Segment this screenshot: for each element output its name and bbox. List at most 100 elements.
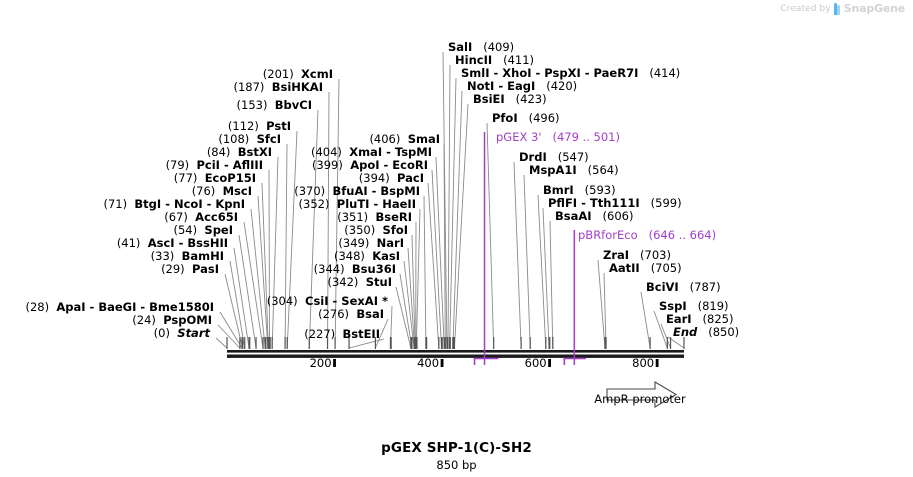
- enzyme-name[interactable]: PaeR7I: [593, 66, 639, 80]
- enzyme-name[interactable]: BbvCI: [274, 98, 312, 112]
- restriction-site-label: (227) BstEII: [304, 328, 380, 340]
- enzyme-name[interactable]: DrdI: [519, 150, 547, 164]
- enzyme-name[interactable]: NcoI: [173, 197, 203, 211]
- site-position: (71): [103, 197, 128, 211]
- enzyme-name[interactable]: XhoI: [502, 66, 532, 80]
- leader-line: [389, 305, 393, 349]
- enzyme-name[interactable]: SfoI: [382, 223, 408, 237]
- site-position: (420): [546, 79, 578, 93]
- enzyme-name[interactable]: BspMI: [380, 184, 420, 198]
- enzyme-name[interactable]: AscI: [147, 236, 175, 250]
- restriction-site-tick: [413, 337, 415, 349]
- ruler-tick: [440, 359, 444, 367]
- enzyme-name[interactable]: Acc65I: [195, 210, 238, 224]
- enzyme-name[interactable]: BmrI: [543, 183, 574, 197]
- enzyme-name[interactable]: SfcI: [256, 132, 281, 146]
- enzyme-name[interactable]: SspI: [659, 299, 687, 313]
- enzyme-name[interactable]: Bme1580I: [149, 300, 214, 314]
- enzyme-name[interactable]: End: [673, 325, 698, 339]
- feature-label[interactable]: pGEX 3' (479 .. 501): [496, 131, 620, 143]
- site-enzyme-names: StuI: [366, 275, 392, 289]
- enzyme-name[interactable]: MscI: [222, 184, 252, 198]
- restriction-site-tick: [425, 337, 428, 349]
- enzyme-name[interactable]: StuI: [365, 275, 392, 289]
- site-enzyme-names: XcmI: [301, 67, 333, 81]
- enzyme-name[interactable]: ApaI: [56, 300, 86, 314]
- name-separator: -: [328, 294, 342, 308]
- enzyme-name[interactable]: EcoP15I: [204, 171, 256, 185]
- enzyme-name[interactable]: MspA1I: [529, 163, 577, 177]
- restriction-site-label: (33) BamHI: [151, 250, 224, 262]
- enzyme-name[interactable]: BciVI: [646, 280, 679, 294]
- enzyme-name[interactable]: PspOMI: [163, 313, 212, 327]
- enzyme-name[interactable]: HincII: [455, 53, 493, 67]
- enzyme-name[interactable]: SexAI *: [341, 294, 388, 308]
- watermark-brand: SnapGene: [843, 2, 905, 15]
- site-position: (496): [528, 111, 560, 125]
- enzyme-name[interactable]: KasI: [372, 249, 400, 263]
- enzyme-name[interactable]: SmlI: [461, 66, 490, 80]
- name-separator: -: [379, 158, 393, 172]
- enzyme-name[interactable]: EagI: [507, 79, 536, 93]
- feature-label[interactable]: pBRforEco (646 .. 664): [578, 229, 716, 241]
- site-position: (703): [640, 248, 671, 262]
- enzyme-name[interactable]: Start: [177, 326, 210, 340]
- enzyme-name[interactable]: PstI: [266, 119, 291, 133]
- site-enzyme-names: KasI: [372, 249, 400, 263]
- enzyme-name[interactable]: BtgI: [134, 197, 162, 211]
- leader-line: [399, 273, 413, 349]
- enzyme-name[interactable]: EarI: [666, 312, 692, 326]
- leader-line: [443, 143, 446, 349]
- enzyme-name[interactable]: PflFI: [548, 196, 578, 210]
- enzyme-name[interactable]: NotI: [467, 79, 495, 93]
- site-enzyme-names: SmaI: [408, 132, 440, 146]
- enzyme-name[interactable]: BssHII: [187, 236, 228, 250]
- enzyme-name[interactable]: BseRI: [375, 210, 412, 224]
- restriction-site-label: (399) ApoI - EcoRI: [312, 159, 428, 171]
- restriction-site-tick: [411, 337, 413, 349]
- restriction-site-label: (406) SmaI: [369, 133, 440, 145]
- enzyme-name[interactable]: KpnI: [215, 197, 245, 211]
- enzyme-name[interactable]: CsiI: [305, 294, 329, 308]
- enzyme-name[interactable]: ApoI: [350, 158, 380, 172]
- restriction-site-label: (276) BsaI: [318, 308, 384, 320]
- restriction-site-label: (352) PluTI - HaeII: [299, 198, 416, 210]
- enzyme-name[interactable]: BfuAI: [332, 184, 368, 198]
- enzyme-name[interactable]: EcoRI: [392, 158, 428, 172]
- restriction-site-label: (24) PspOMI: [132, 314, 212, 326]
- enzyme-name[interactable]: XmaI: [349, 145, 383, 159]
- enzyme-name[interactable]: BsiEI: [473, 92, 505, 106]
- restriction-site-label: (201) XcmI: [263, 68, 333, 80]
- leader-line: [452, 90, 463, 349]
- enzyme-name[interactable]: SmaI: [407, 132, 440, 146]
- enzyme-name[interactable]: PciI: [196, 158, 220, 172]
- enzyme-name[interactable]: PasI: [191, 262, 219, 276]
- enzyme-name[interactable]: BsiHKAI: [271, 80, 323, 94]
- enzyme-name[interactable]: PspXI: [544, 66, 581, 80]
- enzyme-name[interactable]: XcmI: [301, 67, 333, 81]
- enzyme-name[interactable]: SpeI: [204, 223, 233, 237]
- enzyme-name[interactable]: PluTI: [336, 197, 370, 211]
- enzyme-name[interactable]: BstXI: [237, 145, 272, 159]
- restriction-site-label: (84) BstXI: [207, 146, 272, 158]
- enzyme-name[interactable]: SalI: [448, 40, 473, 54]
- enzyme-name[interactable]: Bsu36I: [351, 262, 396, 276]
- enzyme-name[interactable]: BsaAI: [555, 209, 592, 223]
- enzyme-name[interactable]: HaeII: [382, 197, 416, 211]
- enzyme-name[interactable]: PfoI: [492, 111, 518, 125]
- enzyme-name[interactable]: AatII: [609, 261, 640, 275]
- name-separator: -: [489, 66, 503, 80]
- enzyme-name[interactable]: BstEII: [342, 327, 380, 341]
- enzyme-name[interactable]: ZraI: [603, 248, 630, 262]
- enzyme-name[interactable]: TspMI: [394, 145, 432, 159]
- enzyme-name[interactable]: PacI: [397, 171, 424, 185]
- enzyme-name[interactable]: AflIII: [232, 158, 263, 172]
- feature-name: pBRforEco: [578, 228, 638, 242]
- enzyme-name[interactable]: BaeGI: [98, 300, 137, 314]
- restriction-site-label: (348) KasI: [334, 250, 400, 262]
- enzyme-name[interactable]: BamHI: [181, 249, 224, 263]
- site-enzyme-names: XmaI - TspMI: [349, 145, 432, 159]
- enzyme-name[interactable]: NarI: [376, 236, 404, 250]
- enzyme-name[interactable]: Tth111I: [589, 196, 640, 210]
- enzyme-name[interactable]: BsaI: [356, 307, 384, 321]
